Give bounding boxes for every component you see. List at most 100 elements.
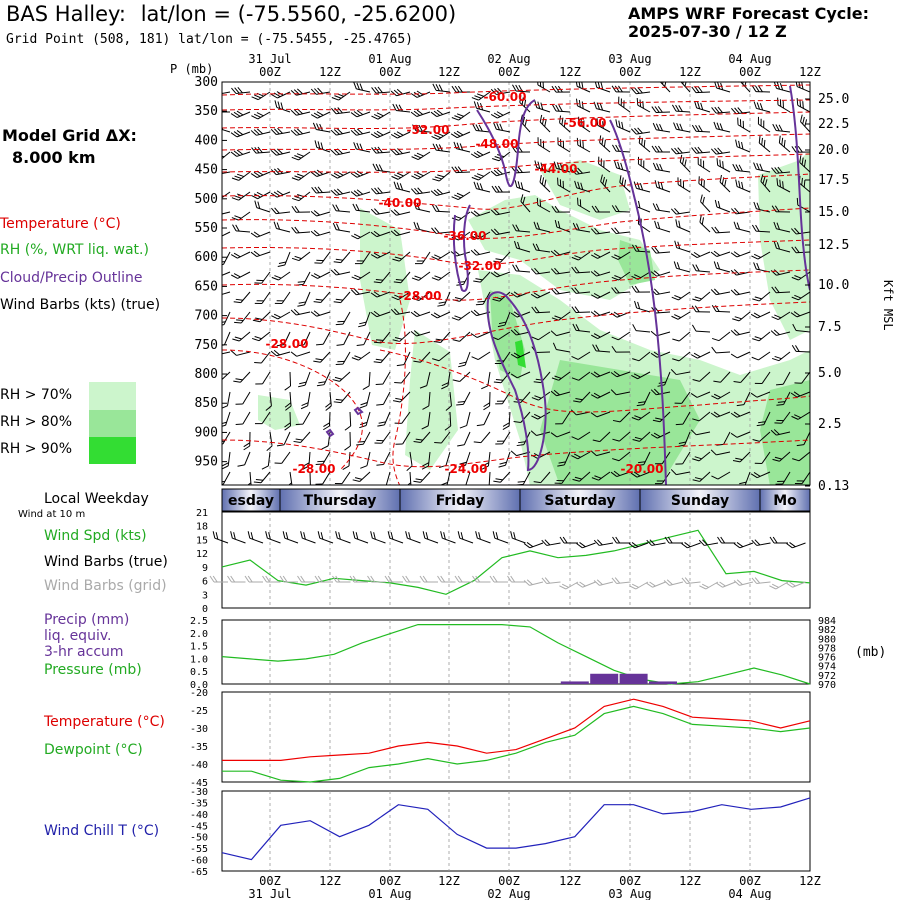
wind-barb [330,171,351,179]
wind-barb [775,471,791,485]
temperature-contour-label: -44.00 [535,162,578,176]
temperature-contour [222,133,810,151]
wind-barb-true [664,536,683,544]
wind-barb [406,451,413,472]
bottom-hour-label: 00Z [739,874,761,888]
wind-barb [590,227,611,235]
wind-barb [444,411,452,431]
wind-barb [230,251,251,259]
wind-barb [675,219,691,233]
wind-barb [552,104,571,113]
wind-barb [740,82,751,93]
wind-barb [432,83,451,93]
wind-barb [375,371,391,385]
wind-barb [655,451,671,465]
wind-barb [370,251,391,259]
wind-barb [290,108,311,116]
wind-barb [796,431,810,447]
wind-barb [634,300,651,313]
precip-tick-label: 2.5 [190,616,208,627]
pressure-tick-label: 982 [818,625,836,636]
wind-barb [771,286,791,294]
wind-barb [773,82,791,93]
wind-barb [352,203,371,213]
wind-barb [233,371,251,383]
wind-barb [571,371,591,381]
wind-barb [631,87,651,95]
wind-barb [457,431,471,447]
wind-barb [333,251,351,264]
wind-barb [591,251,611,259]
wind-barb [421,451,431,470]
wind-barb [311,186,331,194]
rh90-label: RH > 90% [0,441,73,457]
wind-barb [519,95,531,113]
wind-barb [510,371,531,379]
wind-barb [391,171,411,180]
chill-tick-label: -35 [190,798,208,809]
wind-barb [691,86,711,94]
wind-barb [654,180,671,193]
wind-barb [730,288,751,296]
wind-barb-grid [733,579,754,586]
wind-barb [735,139,751,153]
wind-barb [370,187,391,195]
wind-barb [673,261,691,273]
wind-barb [231,86,251,95]
wind-barb-true [265,531,281,544]
temperature-contour [222,349,810,471]
cloud-outline [452,204,471,292]
wind-barb [473,181,491,193]
wind-barb [351,231,371,240]
top-hour-label: 12Z [559,65,581,79]
wind-barb [376,391,391,406]
wind-barb [353,82,371,93]
wind-barb [370,230,391,238]
wind-barb [370,208,391,215]
wind-barb [222,87,231,96]
temp-tick-label: -45 [190,778,208,789]
wind-barb [610,470,631,478]
wind-barb [333,391,351,404]
wind-barb [691,124,711,133]
wind-barb-grid [593,579,614,586]
wind-barb [618,96,631,113]
wind-barb [481,371,491,390]
wind-barb [392,391,411,403]
pressure-tick-label: 900 [195,425,218,440]
wind-barb [451,85,471,93]
wind-barb [314,140,331,153]
wind-barb [592,431,611,443]
wind-barb [610,370,631,378]
wind-barb [451,311,471,321]
wind-barb [754,451,771,464]
wind-barb-true [230,531,246,544]
windchill-label: Wind Chill T (°C) [44,823,160,839]
wind-barb [590,391,611,399]
pressure-tick-label: 450 [195,163,218,178]
wind-barb-grid [507,575,526,583]
wind-barb [539,175,551,193]
rh70-swatch [89,382,136,410]
wind-barb [459,411,471,429]
wind-barb [710,250,731,257]
wind-barb [513,411,531,423]
wind-barb [732,311,751,322]
wind-barb [441,371,451,390]
wind-barb [771,311,791,321]
height-tick-label: 15.0 [818,205,849,220]
wind-barb [370,130,391,139]
wind-barb [490,228,511,236]
wind-barb [488,471,491,485]
wind-barb [794,371,810,384]
wind-barb-grid [663,579,684,586]
wind-barb [331,91,351,101]
wind-barb [510,351,531,359]
wind-barb [222,351,231,356]
temperature-contour [222,99,810,111]
pressure-tick-label: 980 [818,634,836,645]
pressure-tick-label: 970 [818,680,836,691]
wind-barb [732,451,751,463]
wind-barb [451,166,471,174]
wind-barb [483,391,491,411]
